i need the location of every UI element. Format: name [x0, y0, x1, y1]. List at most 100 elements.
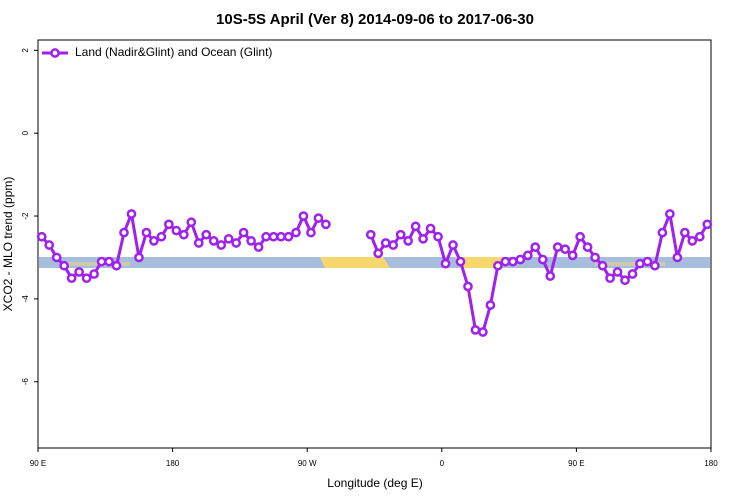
data-point: [455, 256, 466, 267]
data-point: [433, 231, 443, 242]
data-point: [66, 273, 77, 284]
y-tick-label: -6: [21, 378, 30, 386]
chart-title: 10S-5S April (Ver 8) 2014-09-06 to 2017-…: [216, 11, 534, 28]
x-tick-label: 0: [440, 459, 445, 468]
data-point: [119, 227, 129, 238]
data-point: [448, 240, 458, 250]
data-point: [665, 209, 675, 219]
x-tick-label: 180: [704, 459, 718, 468]
data-point: [567, 250, 578, 261]
data-point: [246, 236, 256, 246]
data-point: [470, 325, 481, 335]
y-tick-label: 2: [21, 48, 30, 53]
data-point: [36, 231, 47, 242]
data-point: [657, 227, 668, 238]
data-point: [478, 327, 488, 337]
data-point: [597, 260, 608, 271]
data-point: [321, 219, 331, 230]
data-point: [702, 219, 713, 230]
legend-marker: [50, 48, 60, 58]
data-point: [81, 273, 92, 284]
data-point: [59, 260, 70, 271]
data-point: [283, 231, 294, 242]
x-tick-label: 90 E: [568, 459, 584, 468]
data-point: [545, 271, 556, 281]
data-point: [134, 252, 144, 263]
data-point: [111, 260, 122, 271]
data-point: [507, 256, 518, 267]
data-point: [96, 256, 107, 267]
data-point: [395, 229, 406, 240]
band-mixed: [595, 262, 665, 266]
data-point: [156, 231, 167, 242]
data-line: [40, 208, 327, 281]
data-point: [171, 225, 182, 236]
data-point: [104, 256, 114, 267]
data-point: [694, 231, 705, 242]
data-point: [51, 252, 62, 263]
y-axis-label: XCO2 - MLO trend (ppm): [1, 177, 15, 312]
data-point: [268, 231, 279, 242]
data-point: [126, 209, 137, 219]
data-point: [575, 231, 585, 242]
data-point: [74, 267, 84, 277]
data-point: [253, 242, 264, 252]
data-point: [560, 244, 571, 255]
data-point: [388, 240, 399, 250]
data-point: [522, 250, 533, 261]
x-tick-label: 90 E: [30, 459, 46, 468]
data-point: [530, 242, 541, 252]
data-point: [291, 227, 301, 238]
data-point: [141, 227, 152, 238]
data-point: [500, 256, 511, 267]
data-point: [89, 269, 99, 279]
data-point: [672, 252, 683, 263]
data-point: [642, 256, 653, 267]
data-point: [493, 260, 503, 271]
band-mixed: [60, 262, 130, 266]
data-point: [537, 254, 548, 265]
data-point: [440, 258, 451, 269]
surface-band: [39, 257, 710, 268]
data-point: [238, 227, 249, 238]
data-point: [627, 269, 638, 279]
data-line: [369, 208, 709, 334]
data-point: [216, 240, 227, 250]
data-point: [635, 258, 645, 269]
data-point: [164, 219, 174, 230]
data-point: [149, 236, 159, 246]
data-point: [590, 252, 600, 263]
data-point: [276, 231, 286, 242]
data-point: [485, 300, 496, 310]
data-point: [306, 227, 316, 238]
band-land: [455, 257, 503, 268]
x-tick-label: 180: [166, 459, 180, 468]
data-point: [552, 242, 563, 252]
y-tick-label: 0: [21, 130, 30, 135]
data-point: [612, 267, 623, 277]
data-point: [231, 238, 242, 248]
data-point: [425, 223, 436, 234]
data-point: [313, 213, 324, 223]
data-point: [44, 240, 55, 250]
data-point: [650, 260, 660, 271]
data-point: [582, 242, 593, 252]
data-point: [201, 229, 212, 240]
data-point: [373, 248, 384, 259]
band-land: [320, 257, 390, 268]
data-point: [186, 217, 197, 228]
data-point: [208, 236, 219, 246]
data-point: [403, 236, 413, 246]
data-point: [410, 221, 421, 232]
data-point: [261, 231, 271, 242]
data-point: [380, 238, 391, 248]
data-point: [365, 229, 376, 240]
data-point: [178, 229, 189, 240]
x-axis-label: Longitude (deg E): [327, 476, 422, 490]
data-point: [463, 281, 473, 292]
plot-frame: [37, 39, 712, 449]
data-point: [620, 275, 630, 286]
legend-label: Land (Nadir&Glint) and Ocean (Glint): [75, 45, 272, 59]
